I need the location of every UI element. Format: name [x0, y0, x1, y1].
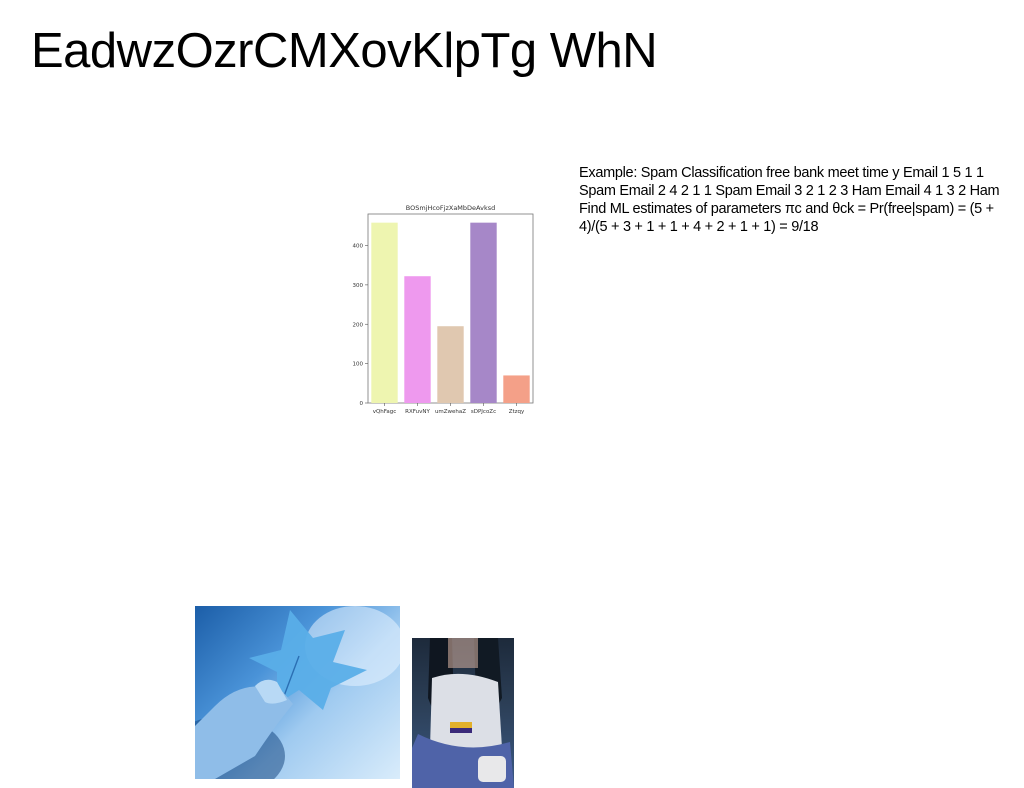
person-with-cup-photo	[412, 638, 514, 788]
x-tick-label: vQhFagc	[373, 409, 397, 415]
spam-example-text: Example: Spam Classification free bank m…	[579, 165, 1000, 235]
bar-chart-svg: BOSmjHcoFjzXaMbDeAvksd 0 100 200 300 400 vQhFa…	[353, 204, 534, 415]
bar-chart: BOSmjHcoFjzXaMbDeAvksd 0 100 200 300 400 vQhFa…	[348, 200, 538, 420]
y-tick-label: 100	[353, 362, 364, 368]
slide-title: EadwzOzrCMXovKlpTg WhN	[31, 24, 658, 78]
chart-title: BOSmjHcoFjzXaMbDeAvksd	[406, 204, 495, 212]
blue-leaf-hand-photo	[195, 606, 400, 779]
y-tick-label: 400	[353, 244, 364, 250]
y-tick-label: 300	[353, 283, 364, 289]
bar	[404, 276, 431, 403]
y-tick-label: 0	[360, 401, 364, 407]
x-tick-label: umZwehaZ	[435, 409, 466, 415]
bar	[503, 375, 530, 403]
bar	[437, 326, 464, 403]
bar	[371, 222, 398, 403]
x-tick-label: Ztzqy	[509, 409, 525, 415]
x-tick-label: RXFuvNY	[405, 409, 430, 415]
bar	[470, 222, 497, 403]
y-tick-label: 200	[353, 322, 364, 328]
x-tick-label: sDPJcoZc	[471, 409, 496, 415]
